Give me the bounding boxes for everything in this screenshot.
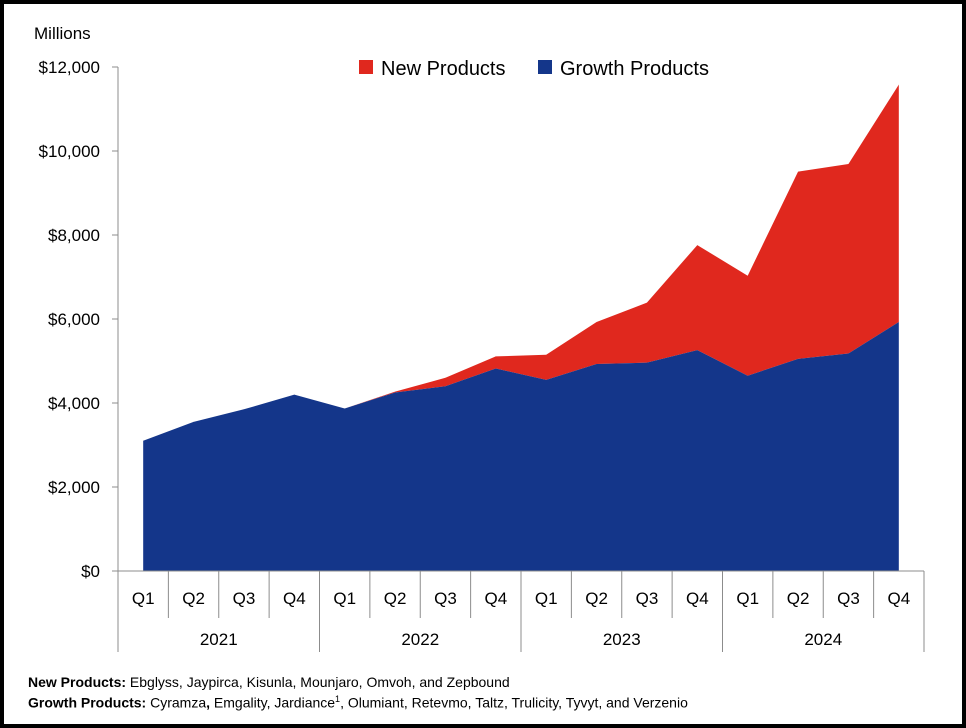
legend-new-products-label: New Products (381, 58, 506, 80)
y-tick-label: $10,000 (39, 142, 100, 161)
x-tick-label: Q3 (434, 589, 457, 608)
chart-axes: $0 $2,000 $4,000 $6,000 $8,000 $10,000 $12,000… (34, 24, 925, 652)
x-tick-label: Q2 (384, 589, 407, 608)
y-tick-label: $4,000 (48, 394, 100, 413)
chart-legend: New Products Growth Products (359, 58, 709, 80)
footnote-growth-products: Growth Products: Cyramza, Emgality, Jard… (28, 694, 688, 711)
footnote-growth-sup: 1 (335, 694, 341, 704)
legend-growth-products-swatch (538, 60, 552, 74)
area-new-products (143, 84, 899, 441)
chart-frame: $0 $2,000 $4,000 $6,000 $8,000 $10,000 $12,000… (4, 4, 962, 724)
footnote-growth-comma: , (206, 694, 211, 711)
y-tick-label: $2,000 (48, 478, 100, 497)
area-growth-products (143, 321, 899, 571)
chart-areas (143, 84, 899, 571)
footnote-growth-text-a: Cyramza (146, 694, 207, 711)
x-tick-label: Q2 (585, 589, 608, 608)
y-tick-label: $8,000 (48, 226, 100, 245)
x-tick-label: Q4 (484, 589, 507, 608)
x-tick-label: Q3 (233, 589, 256, 608)
x-tick-label: Q4 (887, 589, 910, 608)
x-year-label: 2023 (603, 630, 641, 649)
x-tick-label: Q2 (787, 589, 810, 608)
footnote-growth-text-b: Emgality, Jardiance (210, 694, 336, 711)
x-year-label: 2021 (200, 630, 238, 649)
y-axis-title: Millions (34, 24, 91, 43)
x-tick-label: Q3 (837, 589, 860, 608)
y-tick-label: $12,000 (39, 58, 100, 77)
x-year-label: 2022 (401, 630, 439, 649)
x-tick-label: Q3 (636, 589, 659, 608)
legend-growth-products-label: Growth Products (560, 58, 709, 80)
footnote-new-products: New Products: Ebglyss, Jaypirca, Kisunla… (28, 674, 510, 690)
footnote-growth-label: Growth Products: (28, 694, 147, 711)
x-tick-label: Q1 (333, 589, 356, 608)
x-tick-label: Q4 (283, 589, 306, 608)
footnote-new-label: New Products: (28, 674, 127, 690)
x-tick-label: Q2 (182, 589, 205, 608)
chart-svg: $0 $2,000 $4,000 $6,000 $8,000 $10,000 $12,000… (34, 24, 925, 652)
y-tick-label: $0 (81, 562, 100, 581)
x-year-label: 2024 (804, 630, 842, 649)
y-tick-label: $6,000 (48, 310, 100, 329)
legend-new-products-swatch (359, 60, 373, 74)
x-tick-label: Q1 (736, 589, 759, 608)
x-tick-label: Q1 (535, 589, 558, 608)
footnote-new-text: Ebglyss, Jaypirca, Kisunla, Mounjaro, Om… (126, 674, 510, 690)
x-tick-label: Q1 (132, 589, 155, 608)
footnote-growth-text-c: , Olumiant, Retevmo, Taltz, Trulicity, T… (340, 694, 688, 711)
x-tick-label: Q4 (686, 589, 709, 608)
